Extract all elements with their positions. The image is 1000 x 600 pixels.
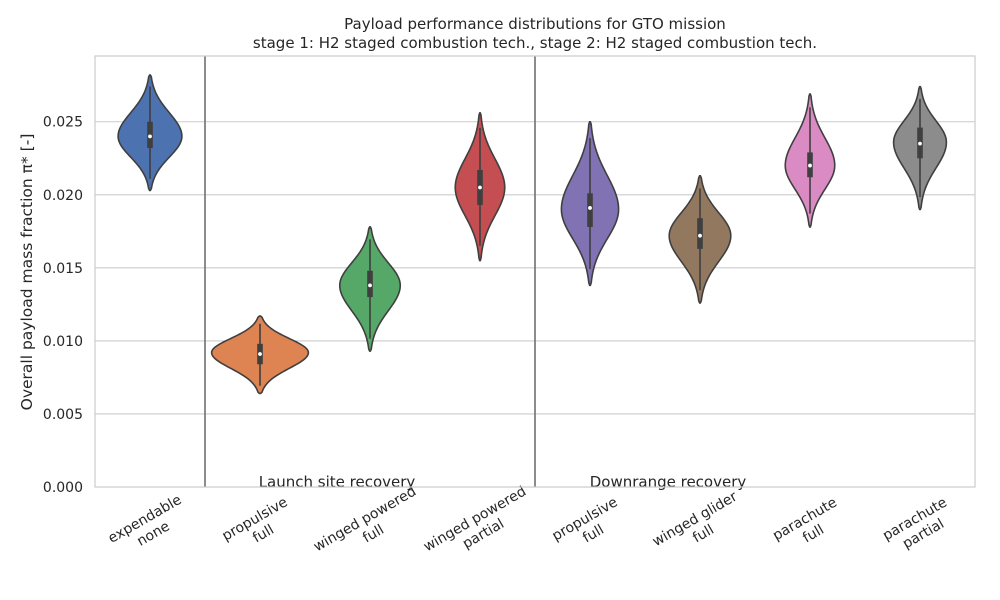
y-tick-label: 0.025 — [43, 115, 83, 131]
group-label-downrange: Downrange recovery — [590, 473, 747, 491]
violin-median-dot — [148, 134, 152, 139]
violins — [117, 74, 948, 395]
violin-median-dot — [258, 352, 262, 356]
y-tick-label: 0.005 — [43, 407, 83, 423]
violin-median-dot — [368, 283, 372, 288]
violin-median-dot — [478, 185, 482, 190]
y-tick-label: 0.010 — [43, 334, 83, 350]
group-label-launch-site: Launch site recovery — [259, 473, 416, 491]
y-ticks: 0.000 0.005 0.010 0.015 0.020 0.025 — [43, 115, 83, 496]
y-axis-label: Overall payload mass fraction π* [-] — [18, 134, 36, 411]
violin-median-dot — [588, 206, 592, 210]
y-tick-label: 0.015 — [43, 261, 83, 277]
chart-title-line1: Payload performance distributions for GT… — [344, 15, 726, 33]
violin-median-dot — [918, 141, 922, 146]
violin-iqr-box — [587, 193, 593, 227]
group-separators — [204, 56, 536, 487]
chart-title-line2: stage 1: H2 staged combustion tech., sta… — [253, 34, 817, 52]
y-tick-label: 0.000 — [43, 480, 83, 496]
x-tick-label-line1: winged powered — [311, 484, 419, 556]
plot-frame — [94, 55, 976, 488]
violin-median-dot — [808, 163, 812, 168]
violin-iqr-box — [697, 218, 703, 249]
y-tick-label: 0.020 — [43, 188, 83, 204]
violin-median-dot — [698, 233, 702, 238]
